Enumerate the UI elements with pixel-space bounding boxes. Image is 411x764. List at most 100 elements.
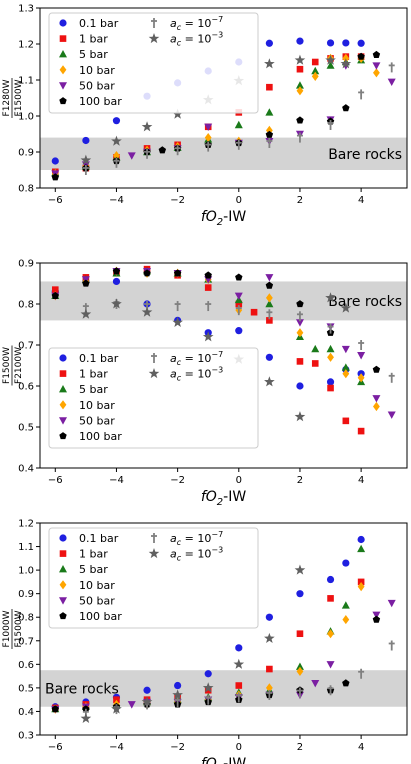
x-tick-label: 2 bbox=[297, 742, 303, 753]
data-point bbox=[327, 120, 334, 130]
data-point bbox=[296, 300, 304, 308]
data-point bbox=[265, 293, 273, 303]
legend-marker bbox=[148, 33, 160, 44]
data-point bbox=[265, 125, 273, 135]
legend-label: ac = 10−3 bbox=[170, 366, 223, 383]
data-point bbox=[357, 52, 365, 60]
data-point bbox=[296, 687, 303, 698]
y-tick-label: 1.2 bbox=[18, 519, 34, 530]
x-tick-label: 0 bbox=[236, 475, 242, 486]
data-point bbox=[204, 133, 212, 143]
x-axis-label: fO2-IW bbox=[201, 756, 247, 764]
y-tick-label: 1.0 bbox=[18, 566, 34, 577]
data-point bbox=[341, 345, 350, 354]
legend-marker bbox=[59, 82, 67, 90]
bare-rocks-band bbox=[40, 137, 407, 170]
legend-label: ac = 10−7 bbox=[170, 350, 223, 367]
legend-marker bbox=[59, 35, 67, 42]
data-point bbox=[113, 696, 120, 703]
legend-label: 100 bar bbox=[79, 430, 122, 443]
data-point bbox=[326, 378, 335, 386]
data-point bbox=[111, 703, 122, 714]
data-point bbox=[234, 292, 243, 300]
data-point bbox=[264, 58, 275, 69]
y-label-numerator: F1500W bbox=[2, 347, 12, 384]
data-point bbox=[82, 279, 90, 287]
x-tick-label: −4 bbox=[109, 475, 124, 486]
data-point bbox=[266, 138, 273, 148]
data-point bbox=[296, 311, 303, 322]
data-point bbox=[372, 395, 381, 403]
series-100-bar bbox=[51, 267, 381, 373]
y-tick-label: 1.1 bbox=[18, 542, 34, 553]
data-point bbox=[296, 116, 304, 124]
data-point bbox=[235, 327, 243, 335]
data-point bbox=[265, 130, 274, 138]
data-point bbox=[342, 104, 350, 112]
data-point bbox=[143, 686, 151, 694]
data-point bbox=[295, 81, 304, 89]
data-point bbox=[326, 661, 335, 669]
data-point bbox=[296, 666, 304, 676]
y-tick-label: 0.5 bbox=[18, 423, 34, 434]
data-point bbox=[341, 363, 350, 371]
legend-marker bbox=[59, 432, 67, 440]
legend-label: ac = 10−7 bbox=[170, 15, 223, 32]
data-point bbox=[358, 668, 365, 679]
data-point bbox=[113, 157, 120, 168]
data-point bbox=[357, 427, 365, 435]
legend-label: 100 bar bbox=[79, 610, 122, 623]
legend-marker bbox=[151, 533, 157, 543]
data-point bbox=[172, 316, 183, 327]
bare-rocks-label: Bare rocks bbox=[328, 147, 402, 163]
data-point bbox=[265, 613, 273, 621]
legend-label: 1 bar bbox=[79, 548, 108, 561]
y-axis-label: F1280W F1500W bbox=[2, 78, 24, 118]
y-tick-label: 0.8 bbox=[18, 184, 34, 195]
data-point bbox=[143, 269, 151, 277]
data-point bbox=[235, 682, 243, 689]
legend-label: 100 bar bbox=[79, 95, 122, 108]
panel-3: Bare rocks 0.3 0.4 0.5 0.6 0.7 0.8 0.9 1.0 1.1 1.2… bbox=[2, 519, 408, 764]
legend-marker bbox=[59, 19, 67, 27]
data-point bbox=[235, 305, 242, 316]
legend-marker bbox=[148, 548, 160, 559]
data-point bbox=[327, 323, 334, 334]
x-tick-label: −6 bbox=[48, 195, 63, 206]
data-point bbox=[342, 679, 350, 687]
x-tick-label: 4 bbox=[358, 742, 364, 753]
data-point bbox=[357, 544, 366, 553]
data-point bbox=[202, 682, 214, 693]
data-point bbox=[296, 37, 304, 45]
data-point bbox=[174, 697, 181, 708]
legend-label: 5 bar bbox=[79, 48, 108, 61]
data-point bbox=[327, 685, 334, 696]
legend-label: 0.1 bar bbox=[79, 532, 119, 545]
legend-marker bbox=[59, 565, 67, 573]
y-tick-label: 0.7 bbox=[18, 341, 34, 352]
y-tick-label: 0.6 bbox=[18, 382, 34, 393]
data-point bbox=[80, 308, 92, 319]
data-point bbox=[373, 68, 380, 78]
y-label-denominator: F1500W bbox=[14, 610, 24, 647]
bare-rocks-label: Bare rocks bbox=[45, 681, 119, 697]
data-point bbox=[296, 132, 303, 143]
data-point bbox=[51, 286, 59, 293]
data-point bbox=[250, 308, 258, 316]
data-point bbox=[264, 632, 275, 643]
data-point bbox=[340, 58, 352, 69]
legend-marker bbox=[59, 417, 67, 425]
data-point bbox=[204, 123, 213, 131]
data-point bbox=[325, 54, 336, 65]
x-tick-label: 4 bbox=[358, 475, 364, 486]
data-point bbox=[127, 152, 136, 160]
data-point bbox=[172, 689, 183, 700]
data-point bbox=[204, 686, 212, 694]
legend-marker bbox=[59, 612, 67, 620]
legend-marker bbox=[148, 368, 160, 379]
y-tick-label: 1.2 bbox=[18, 40, 34, 51]
data-point bbox=[235, 692, 242, 703]
y-tick-label: 0.3 bbox=[18, 731, 34, 742]
data-point bbox=[342, 39, 350, 47]
data-point bbox=[266, 689, 273, 700]
